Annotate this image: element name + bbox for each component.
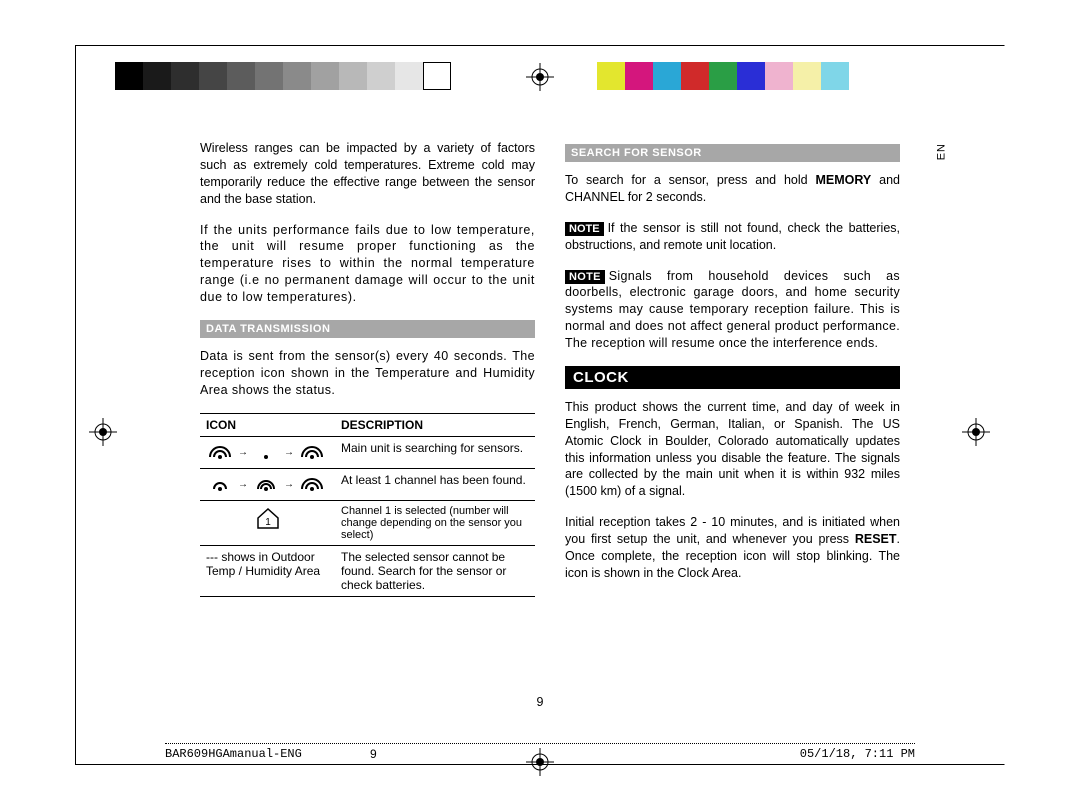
icon-cell-notfound: --- shows in Outdoor Temp / Humidity Are… xyxy=(200,545,335,596)
desc-cell: The selected sensor cannot be found. Sea… xyxy=(335,545,535,596)
arrow-icon: → xyxy=(284,447,294,458)
search-for-sensor-heading: SEARCH FOR SENSOR xyxy=(565,144,900,162)
note-2: NOTESignals from household devices such … xyxy=(565,268,900,352)
left-column: Wireless ranges can be impacted by a var… xyxy=(200,140,535,597)
wifi-weak-icon xyxy=(206,473,234,496)
dot-icon xyxy=(252,441,280,464)
house-icon: 1 xyxy=(255,520,281,534)
footer-bar: BAR609HGAmanual-ENG 9 05/1/18, 7:11 PM xyxy=(165,743,915,761)
note-1-text: If the sensor is still not found, check … xyxy=(565,221,900,252)
icon-description-table: ICON DESCRIPTION → → Main unit is search… xyxy=(200,413,535,597)
search-text: To search for a sensor, press and hold M… xyxy=(565,172,900,206)
clock-para-2: Initial reception takes 2 - 10 minutes, … xyxy=(565,514,900,582)
language-tag: EN xyxy=(935,143,947,160)
note-2-text: Signals from household devices such as d… xyxy=(565,269,900,351)
grayscale-bar xyxy=(115,62,451,90)
desc-cell: Main unit is searching for sensors. xyxy=(335,436,535,468)
arrow-icon: → xyxy=(238,447,248,458)
icon-cell-found: → → xyxy=(200,468,335,500)
registration-mark-icon xyxy=(89,418,117,446)
icon-cell-channel1: 1 xyxy=(200,500,335,545)
wifi-mid-icon xyxy=(252,473,280,496)
page-number-center: 9 xyxy=(0,695,1080,709)
icon-cell-searching: → → xyxy=(200,436,335,468)
table-row: 1 Channel 1 is selected (number will cha… xyxy=(200,500,535,545)
col-header-icon: ICON xyxy=(200,413,335,436)
footer-filename: BAR609HGAmanual-ENG xyxy=(165,747,302,761)
desc-cell: Channel 1 is selected (number will chang… xyxy=(335,500,535,545)
note-badge: NOTE xyxy=(565,222,604,236)
note-badge: NOTE xyxy=(565,270,605,284)
clock-para-1: This product shows the current time, and… xyxy=(565,399,900,500)
intro-para-1: Wireless ranges can be impacted by a var… xyxy=(200,140,535,208)
right-column: SEARCH FOR SENSOR To search for a sensor… xyxy=(565,140,900,597)
color-bar xyxy=(597,62,849,90)
table-header-row: ICON DESCRIPTION xyxy=(200,413,535,436)
intro-para-2: If the units performance fails due to lo… xyxy=(200,222,535,306)
table-row: → → At least 1 channel has been found. xyxy=(200,468,535,500)
registration-mark-icon xyxy=(962,418,990,446)
footer-timestamp: 05/1/18, 7:11 PM xyxy=(800,747,915,761)
svg-text:1: 1 xyxy=(265,517,271,528)
desc-cell: At least 1 channel has been found. xyxy=(335,468,535,500)
search-text-a: To search for a sensor, press and hold xyxy=(565,173,815,187)
col-header-description: DESCRIPTION xyxy=(335,413,535,436)
note-1: NOTEIf the sensor is still not found, ch… xyxy=(565,220,900,254)
footer-page: 9 xyxy=(370,747,377,761)
arrow-icon: → xyxy=(238,479,248,490)
clock-para-2a: Initial reception takes 2 - 10 minutes, … xyxy=(565,515,900,546)
table-row: → → Main unit is searching for sensors. xyxy=(200,436,535,468)
arrow-icon: → xyxy=(284,479,294,490)
wifi-icon xyxy=(206,441,234,464)
table-row: --- shows in Outdoor Temp / Humidity Are… xyxy=(200,545,535,596)
data-transmission-heading: DATA TRANSMISSION xyxy=(200,320,535,338)
page-content: Wireless ranges can be impacted by a var… xyxy=(200,140,900,597)
registration-mark-icon xyxy=(526,63,554,91)
memory-bold: MEMORY xyxy=(815,173,871,187)
data-transmission-text: Data is sent from the sensor(s) every 40… xyxy=(200,348,535,399)
wifi-icon xyxy=(298,441,326,464)
reset-bold: RESET xyxy=(855,532,897,546)
clock-heading: CLOCK xyxy=(565,366,900,389)
wifi-icon xyxy=(298,473,326,496)
